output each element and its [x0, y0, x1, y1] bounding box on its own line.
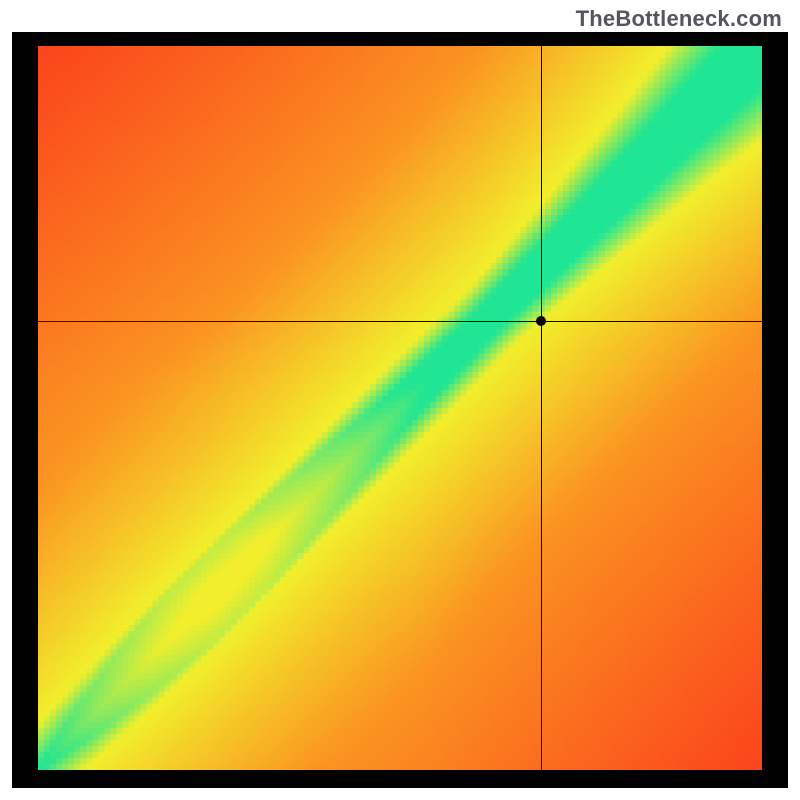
- crosshair-horizontal: [38, 321, 762, 322]
- heatmap-canvas: [38, 46, 762, 770]
- crosshair-marker: [536, 316, 546, 326]
- crosshair-vertical: [541, 46, 542, 770]
- plot-frame: [12, 32, 788, 788]
- watermark-text: TheBottleneck.com: [576, 6, 782, 32]
- plot-area: [38, 46, 762, 770]
